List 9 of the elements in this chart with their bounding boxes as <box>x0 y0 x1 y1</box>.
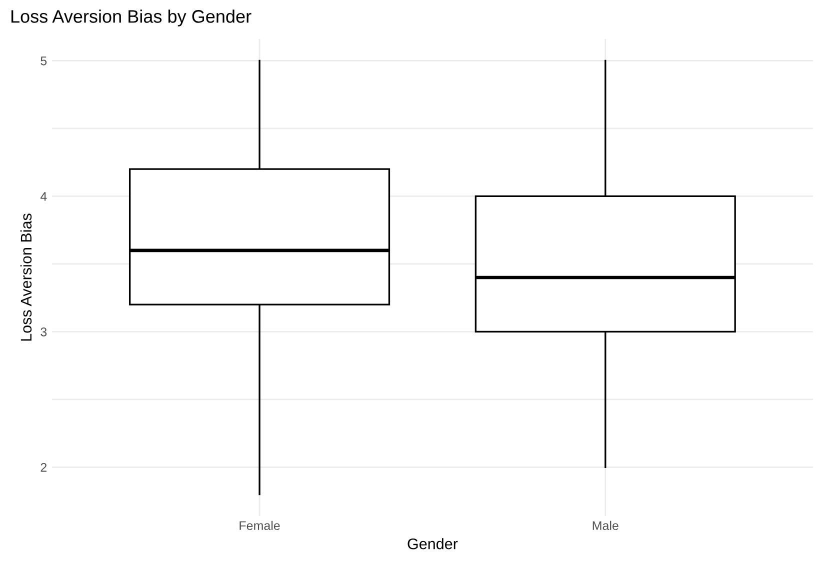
y-tick-label: 3 <box>40 328 47 336</box>
x-axis-title: Gender <box>408 538 458 550</box>
x-tick-label: Female <box>240 520 280 530</box>
y-tick-label: 5 <box>40 56 47 66</box>
chart-title: Loss Aversion Bias by Gender <box>11 10 252 26</box>
y-tick-label: 4 <box>40 192 47 201</box>
y-axis-title: Loss Aversion Bias <box>20 214 32 341</box>
y-tick-label: 2 <box>40 463 47 472</box>
x-tick-label: Male <box>592 520 618 530</box>
